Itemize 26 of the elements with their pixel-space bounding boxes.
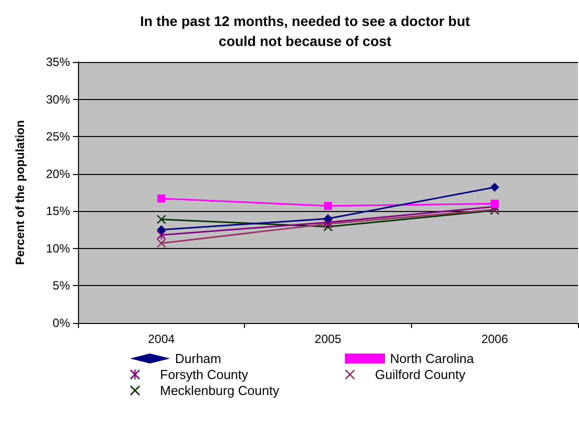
- y-tick-label: 0%: [52, 316, 70, 330]
- y-tick-label: 25%: [46, 130, 70, 144]
- point: [324, 202, 332, 210]
- y-tick-label: 15%: [46, 204, 70, 218]
- y-tick-label: 30%: [46, 92, 70, 106]
- x-tick-label: 2006: [481, 332, 508, 346]
- point: [490, 200, 499, 208]
- y-tick-label: 5%: [52, 278, 70, 293]
- legend-label: Mecklenburg County: [160, 383, 280, 398]
- y-tick-label: 35%: [46, 55, 70, 69]
- point: [156, 225, 166, 234]
- x-tick-label: 2005: [314, 332, 342, 346]
- chart-title: In the past 12 months, needed to see a doctor but could not because of cost: [140, 13, 470, 49]
- y-axis-title: Percent of the population: [13, 120, 27, 265]
- point: [157, 194, 166, 202]
- x-tick-label: 2004: [148, 332, 176, 346]
- y-tick-label: 20%: [46, 166, 70, 181]
- point: [156, 238, 166, 248]
- point: [156, 214, 166, 224]
- point: [490, 182, 500, 192]
- legend-label: Forsyth County: [160, 367, 249, 382]
- legend-label: Guilford County: [375, 367, 466, 382]
- legend-label: Durham: [175, 351, 222, 366]
- point: [324, 214, 332, 224]
- legend-label: North Carolina: [390, 351, 475, 366]
- y-tick-label: 10%: [46, 241, 70, 256]
